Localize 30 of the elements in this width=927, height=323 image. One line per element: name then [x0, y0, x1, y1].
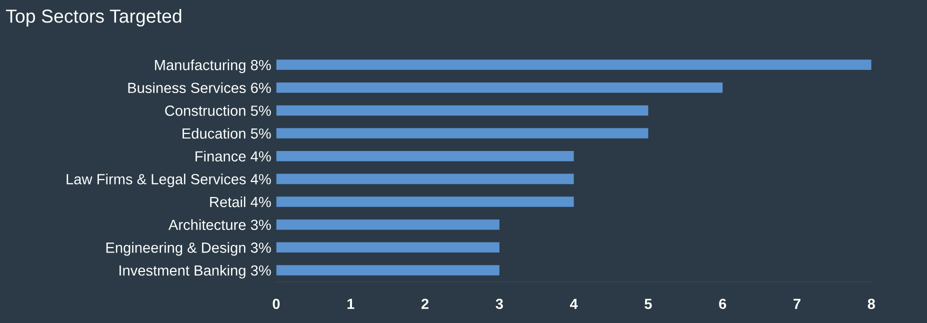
y-tick-label: Business Services 6% — [128, 82, 271, 94]
bar — [276, 196, 574, 207]
y-tick-label: Education 5% — [182, 128, 271, 139]
y-tick-label: Law Firms & Legal Services 4% — [66, 174, 271, 188]
bar — [276, 105, 648, 116]
bar — [276, 242, 500, 253]
x-tick-label: 8 — [868, 298, 875, 310]
bar — [276, 128, 648, 138]
y-tick-label: Manufacturing 8% — [155, 60, 271, 74]
bar — [276, 174, 574, 184]
x-tick-label: 2 — [421, 298, 428, 309]
bar — [276, 150, 574, 162]
x-tick-label: 0 — [272, 298, 280, 310]
x-tick-label: 6 — [719, 298, 726, 310]
x-tick-label: 4 — [570, 298, 578, 309]
bar — [276, 219, 500, 230]
bar — [276, 82, 723, 93]
text: Top Sectors Targeted — [6, 9, 182, 26]
bar — [276, 60, 872, 70]
y-tick-label: Finance 4% — [196, 150, 271, 162]
y-tick-label: Retail 4% — [210, 196, 271, 208]
x-tick-label: 1 — [348, 298, 354, 309]
y-tick-label: Investment Banking 3% — [120, 264, 271, 279]
y-tick-label: Architecture 3% — [168, 219, 271, 230]
x-tick-label: 5 — [644, 298, 652, 310]
x-tick-label: 7 — [794, 298, 800, 309]
x-tick-label: 3 — [496, 298, 503, 310]
y-tick-label: Construction 5% — [165, 105, 271, 116]
y-tick-label: Engineering & Design 3% — [106, 242, 271, 256]
bar — [276, 265, 500, 276]
